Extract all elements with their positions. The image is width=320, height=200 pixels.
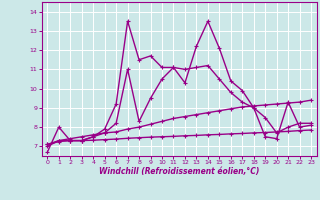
- X-axis label: Windchill (Refroidissement éolien,°C): Windchill (Refroidissement éolien,°C): [99, 167, 260, 176]
